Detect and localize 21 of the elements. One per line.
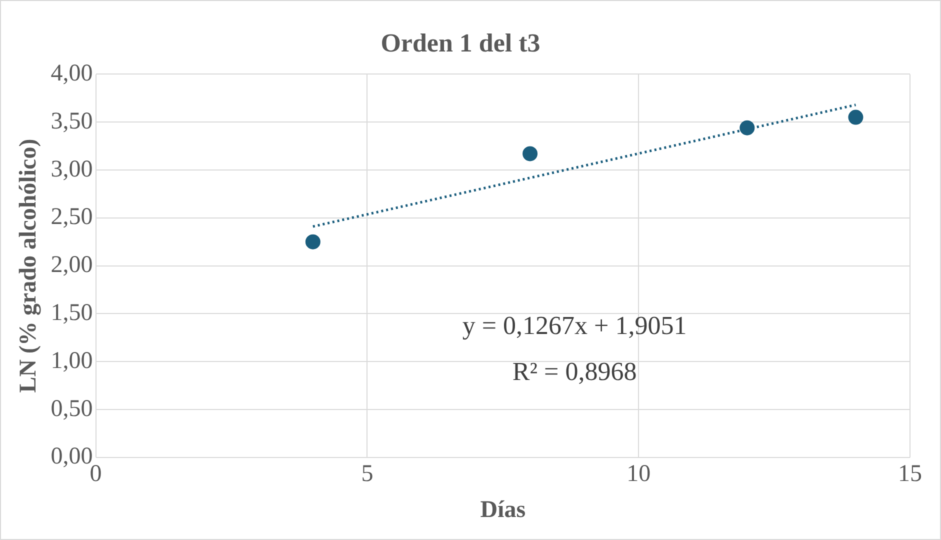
- y-tick-label: 3,00: [50, 156, 93, 182]
- y-tick-label: 1,50: [50, 300, 93, 326]
- y-tick-label: 3,50: [50, 108, 93, 134]
- x-tick-label: 10: [626, 461, 651, 488]
- y-tick-label: 2,00: [50, 252, 93, 278]
- x-tick-label: 0: [90, 461, 102, 488]
- y-tick-label: 4,00: [50, 60, 93, 86]
- point: [305, 234, 320, 250]
- x-tick-label: 15: [898, 461, 922, 488]
- x-tick-label: 5: [361, 461, 374, 488]
- annotation: y = 0,1267x + 1,9051: [462, 310, 687, 340]
- point: [740, 120, 755, 136]
- x-axis-title: Días: [480, 496, 526, 523]
- point: [522, 146, 538, 162]
- chart-title: Orden 1 del t3: [380, 28, 540, 58]
- point: [848, 110, 864, 125]
- y-tick-label: 0,50: [50, 396, 93, 422]
- y-tick-label: 1,00: [50, 348, 93, 374]
- annotation: R² = 0,8968: [512, 356, 637, 386]
- y-axis-title: LN (% grado alcohólico): [16, 138, 42, 393]
- y-tick-label: 2,50: [50, 204, 93, 230]
